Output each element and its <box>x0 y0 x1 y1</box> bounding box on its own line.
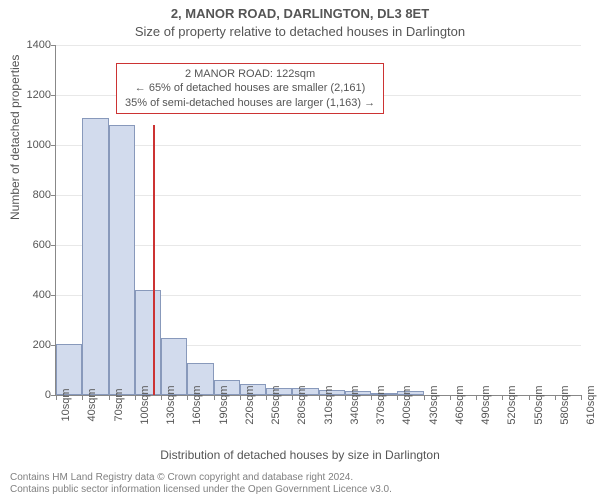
ytick-mark <box>51 145 56 146</box>
marker-line <box>153 125 155 395</box>
histogram-bar <box>109 125 135 395</box>
xtick-mark <box>581 395 582 400</box>
xtick-label: 400sqm <box>401 385 413 424</box>
annotation-line1: 2 MANOR ROAD: 122sqm <box>125 67 375 81</box>
ytick-label: 600 <box>11 239 51 251</box>
ytick-mark <box>51 45 56 46</box>
xtick-label: 160sqm <box>191 385 203 424</box>
chart-area: 020040060080010001200140010sqm40sqm70sqm… <box>55 45 580 395</box>
ytick-label: 800 <box>11 189 51 201</box>
xtick-label: 190sqm <box>218 385 230 424</box>
ytick-mark <box>51 245 56 246</box>
xtick-label: 310sqm <box>323 385 335 424</box>
xtick-mark <box>424 395 425 400</box>
xtick-label: 430sqm <box>428 385 440 424</box>
xtick-mark <box>240 395 241 400</box>
xtick-label: 70sqm <box>113 388 125 421</box>
title-subtitle: Size of property relative to detached ho… <box>0 24 600 39</box>
xtick-mark <box>529 395 530 400</box>
xtick-mark <box>371 395 372 400</box>
histogram-bar <box>135 290 161 395</box>
xtick-mark <box>56 395 57 400</box>
gridline <box>56 145 581 146</box>
plot-area: 020040060080010001200140010sqm40sqm70sqm… <box>55 45 581 396</box>
xtick-label: 130sqm <box>165 385 177 424</box>
ytick-label: 0 <box>11 389 51 401</box>
histogram-bar <box>82 118 108 396</box>
xtick-label: 10sqm <box>60 388 72 421</box>
xtick-mark <box>319 395 320 400</box>
ytick-mark <box>51 95 56 96</box>
chart-container: 2, MANOR ROAD, DARLINGTON, DL3 8ET Size … <box>0 0 600 500</box>
gridline <box>56 45 581 46</box>
gridline <box>56 195 581 196</box>
xtick-mark <box>397 395 398 400</box>
xtick-mark <box>345 395 346 400</box>
xtick-label: 460sqm <box>454 385 466 424</box>
xtick-mark <box>555 395 556 400</box>
ytick-label: 400 <box>11 289 51 301</box>
ytick-mark <box>51 195 56 196</box>
ytick-label: 1200 <box>11 89 51 101</box>
xtick-mark <box>292 395 293 400</box>
ytick-mark <box>51 295 56 296</box>
xtick-mark <box>109 395 110 400</box>
xtick-label: 280sqm <box>296 385 308 424</box>
xtick-label: 370sqm <box>375 385 387 424</box>
annotation-box: 2 MANOR ROAD: 122sqm← 65% of detached ho… <box>116 63 384 114</box>
xtick-mark <box>266 395 267 400</box>
xtick-mark <box>135 395 136 400</box>
gridline <box>56 245 581 246</box>
ytick-label: 200 <box>11 339 51 351</box>
xtick-mark <box>450 395 451 400</box>
footer-line1: Contains HM Land Registry data © Crown c… <box>10 472 392 484</box>
ytick-label: 1400 <box>11 39 51 51</box>
xtick-label: 250sqm <box>270 385 282 424</box>
xtick-label: 340sqm <box>349 385 361 424</box>
xtick-mark <box>187 395 188 400</box>
title-address: 2, MANOR ROAD, DARLINGTON, DL3 8ET <box>0 6 600 21</box>
xtick-mark <box>476 395 477 400</box>
x-axis-label: Distribution of detached houses by size … <box>0 448 600 462</box>
annotation-line3: 35% of semi-detached houses are larger (… <box>125 96 375 110</box>
xtick-label: 220sqm <box>244 385 256 424</box>
xtick-label: 610sqm <box>585 385 597 424</box>
xtick-label: 490sqm <box>480 385 492 424</box>
xtick-mark <box>82 395 83 400</box>
xtick-label: 40sqm <box>86 388 98 421</box>
xtick-label: 100sqm <box>139 385 151 424</box>
annotation-line2: ← 65% of detached houses are smaller (2,… <box>125 81 375 95</box>
ytick-label: 1000 <box>11 139 51 151</box>
footer-line2: Contains public sector information licen… <box>10 484 392 496</box>
xtick-mark <box>502 395 503 400</box>
footer-attribution: Contains HM Land Registry data © Crown c… <box>10 472 392 496</box>
histogram-bar <box>56 344 82 395</box>
xtick-label: 520sqm <box>506 385 518 424</box>
xtick-label: 580sqm <box>559 385 571 424</box>
xtick-label: 550sqm <box>533 385 545 424</box>
xtick-mark <box>161 395 162 400</box>
xtick-mark <box>214 395 215 400</box>
